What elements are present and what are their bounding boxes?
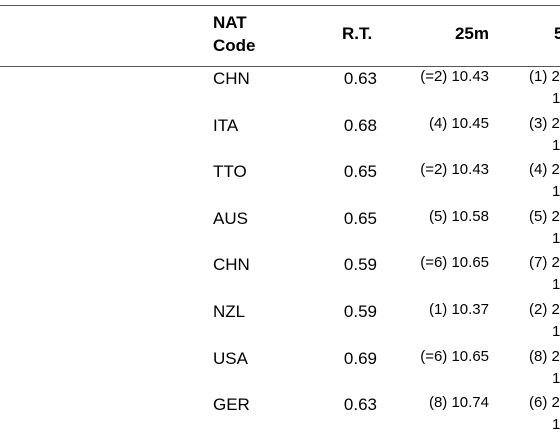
table-cell: 0.69: [343, 348, 377, 368]
table-cell: 1: [552, 90, 560, 107]
table-cell: (=2) 10.43: [420, 68, 489, 85]
table-cell: 0.59: [343, 255, 377, 275]
table-cell: 1: [552, 369, 560, 387]
header-cell: 5: [554, 24, 560, 43]
table-cell: USA: [213, 348, 248, 368]
table-cell: 0.68: [343, 115, 377, 135]
table-cell: (2) 2: [529, 301, 560, 318]
table-cell: ITA: [213, 115, 239, 135]
table-cell: (1) 2: [529, 68, 560, 85]
table-cell: 0.65: [343, 208, 377, 228]
table-cell: 1: [552, 229, 560, 247]
table-cell: (3) 2: [529, 114, 560, 132]
table-cell: 1: [552, 136, 560, 154]
table-cell: 1: [552, 416, 560, 434]
table-cell: GER: [213, 395, 250, 415]
header-cell: NAT Code: [213, 13, 256, 55]
table-cell: (=6) 10.65: [420, 254, 489, 272]
table-cell: 0.59: [343, 302, 377, 321]
table-cell: (=6) 10.65: [420, 347, 489, 365]
table-cell: 0.63: [343, 395, 377, 415]
table-cell: (5) 10.58: [428, 207, 489, 225]
table-cell: (4) 2: [529, 161, 560, 179]
table-cell: 1: [552, 323, 560, 340]
table-cell: (6) 2: [529, 394, 560, 412]
table-cell: NZL: [213, 302, 246, 321]
header-rule: [0, 66, 560, 67]
table-cell: 1: [552, 276, 560, 294]
table-cell: (8) 2: [529, 347, 560, 365]
table-cell: (1) 10.37: [428, 301, 489, 318]
table-cell: 1: [552, 183, 560, 201]
top-rule: [0, 5, 560, 6]
table-cell: (7) 2: [529, 254, 560, 272]
table-cell: AUS: [213, 208, 248, 228]
table-cell: (8) 10.74: [428, 394, 489, 412]
table-cell: (5) 2: [529, 207, 560, 225]
table-cell: 0.65: [343, 162, 377, 182]
table-cell: 0.63: [343, 69, 377, 88]
header-cell: R.T.: [342, 24, 373, 43]
table-cell: CHN: [213, 69, 250, 88]
table-cell: CHN: [213, 255, 250, 275]
table-cell: (=2) 10.43: [420, 161, 489, 179]
table-cell: TTO: [213, 162, 247, 182]
table-cell: (4) 10.45: [428, 114, 489, 132]
header-cell: 25m: [454, 24, 489, 43]
